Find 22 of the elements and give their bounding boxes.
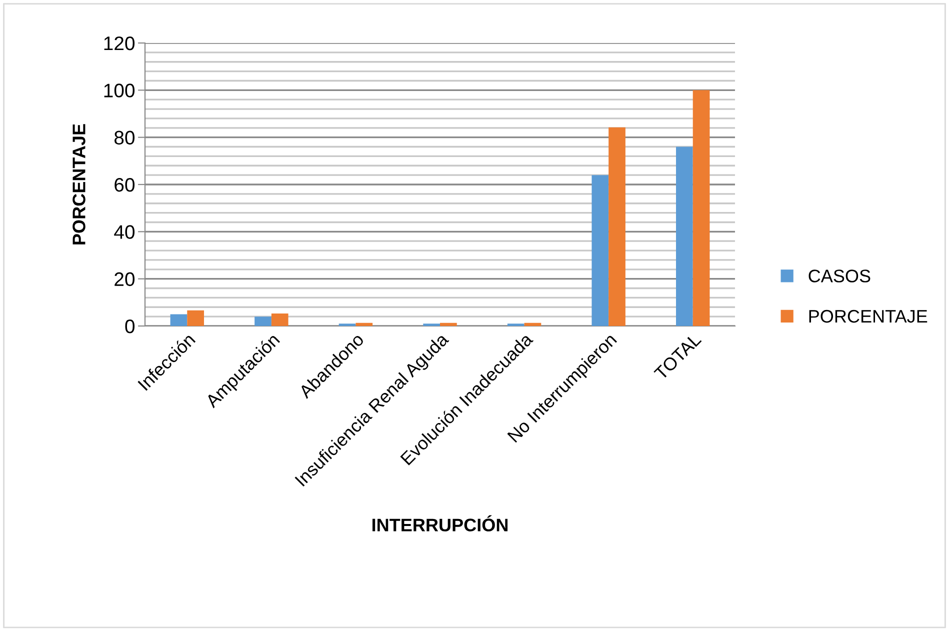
- bar: [676, 146, 693, 326]
- bar: [356, 322, 373, 326]
- bar: [692, 90, 710, 326]
- legend-label: CASOS: [808, 270, 870, 282]
- bar: [592, 175, 609, 326]
- bar: [187, 310, 204, 326]
- y-tick-label: 80: [114, 130, 135, 145]
- bar: [254, 316, 272, 326]
- y-axis-title: PORCENTAJE: [72, 124, 86, 244]
- x-axis-title: INTERRUPCIÓN: [372, 515, 508, 532]
- bar: [170, 314, 188, 326]
- legend-label: PORCENTAJE: [809, 310, 928, 323]
- y-tick-label: 100: [104, 84, 135, 98]
- y-tick-label: 60: [114, 178, 135, 192]
- y-tick-label: 40: [114, 225, 135, 239]
- bar: [440, 322, 457, 326]
- bar: [608, 127, 626, 326]
- bar: [524, 322, 542, 326]
- y-tick-label: 120: [104, 36, 135, 50]
- y-tick-label: 20: [114, 272, 135, 286]
- bar: [271, 314, 288, 326]
- y-tick-label: 0: [125, 319, 135, 334]
